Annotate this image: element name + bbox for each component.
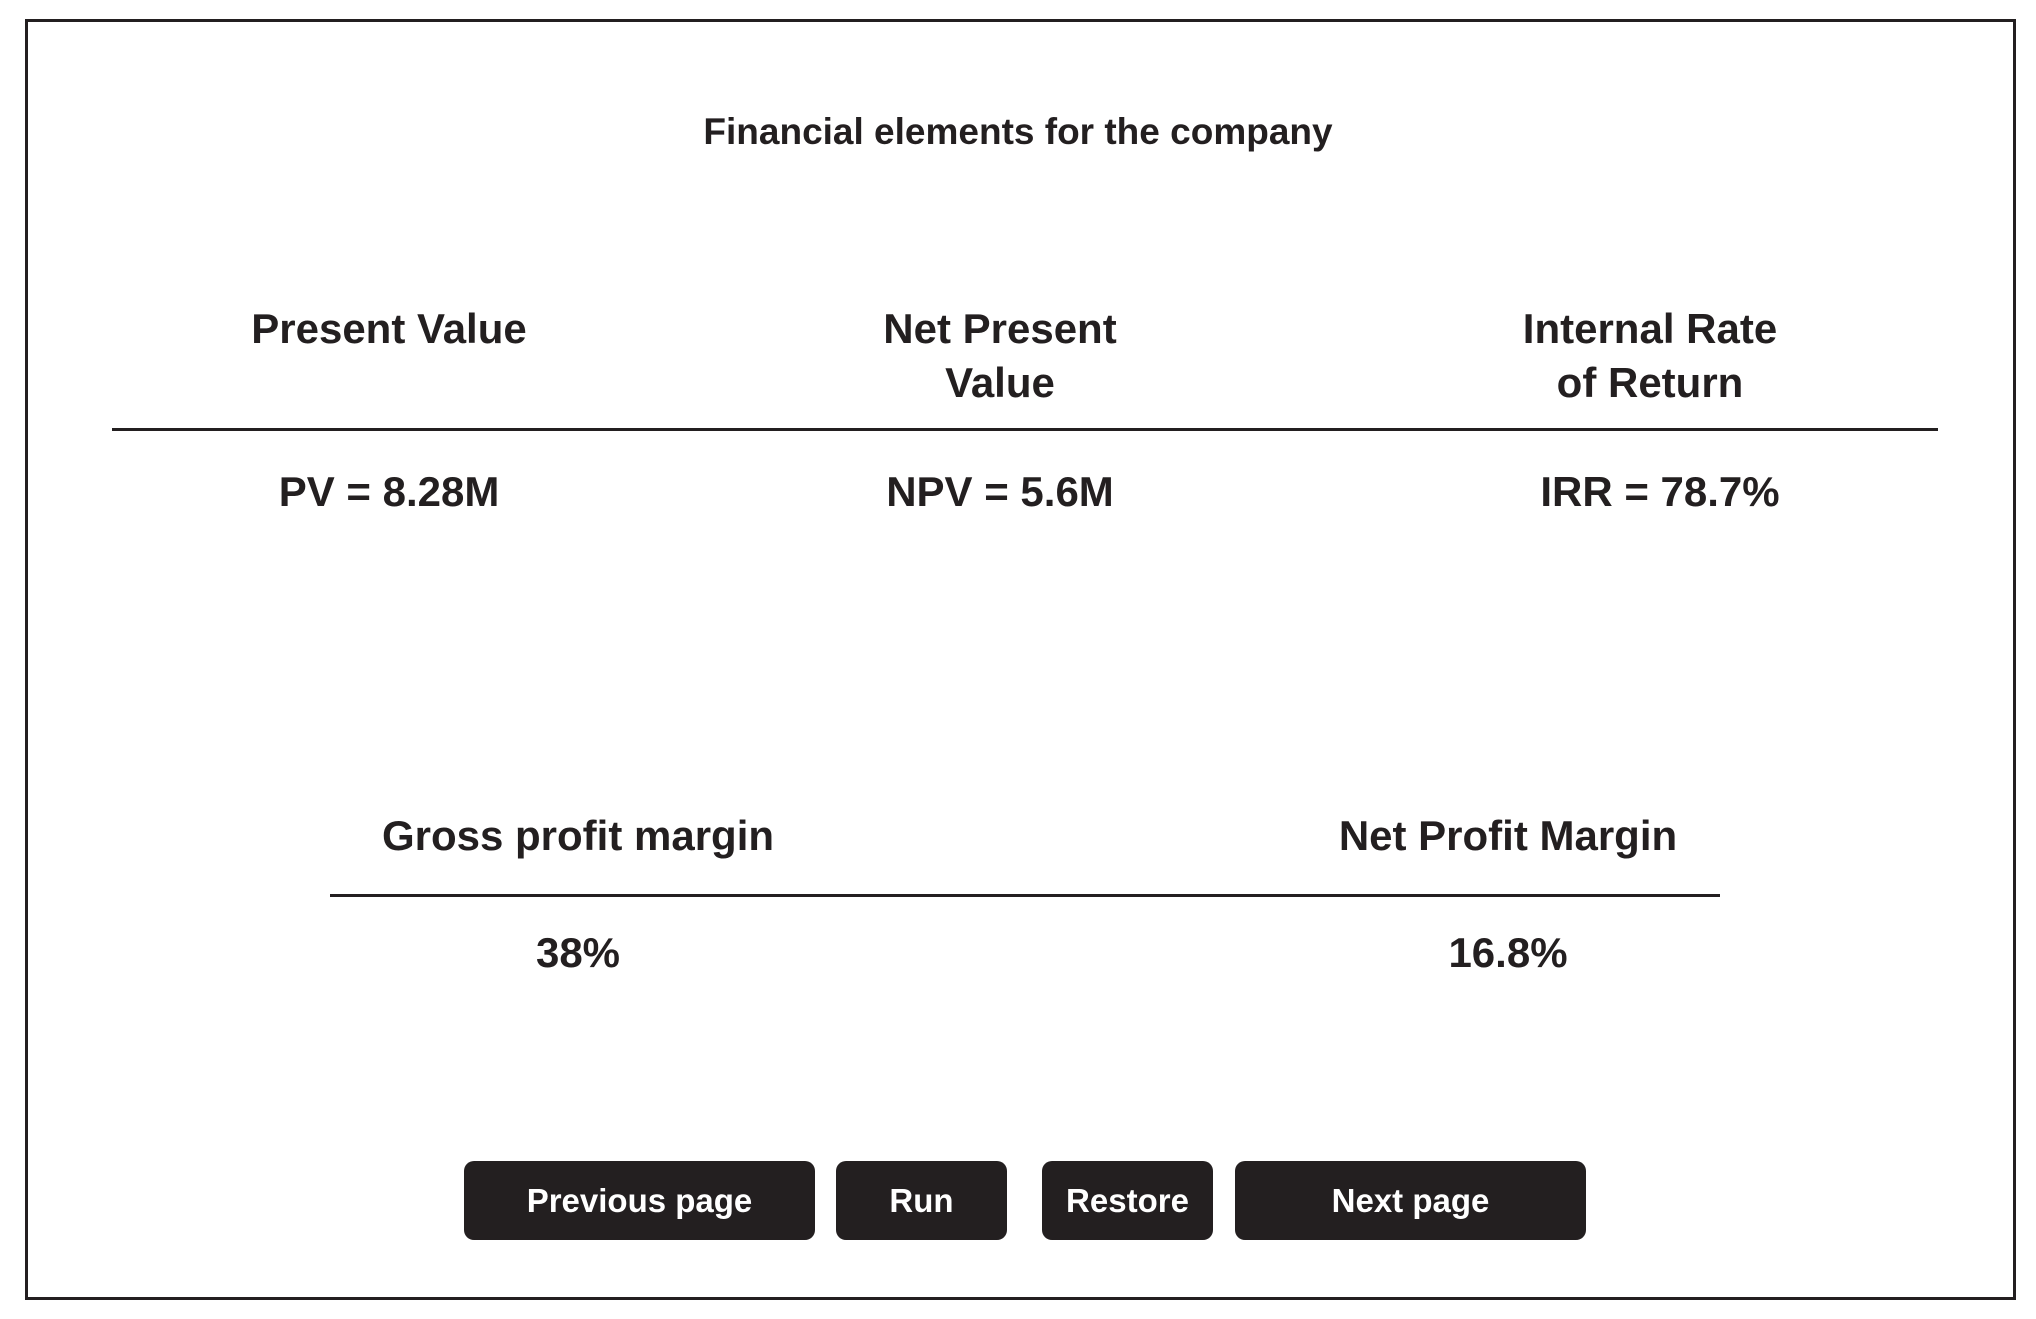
previous-page-button[interactable]: Previous page (464, 1161, 815, 1240)
top-divider (112, 428, 1938, 431)
page-title: Financial elements for the company (703, 111, 1333, 152)
run-button[interactable]: Run (836, 1161, 1007, 1240)
present-value-value: PV = 8.28M (278, 468, 500, 515)
gross-profit-margin-label: Gross profit margin (381, 812, 775, 859)
irr-header: Internal Rate of Return (1460, 302, 1840, 410)
present-value-header: Present Value (199, 302, 579, 356)
irr-label-line1: Internal Rate (1522, 305, 1778, 352)
gross-profit-margin-value: 38% (535, 929, 621, 976)
present-value-label: Present Value (251, 305, 527, 352)
net-present-value-label-line2: Value (945, 359, 1055, 406)
main-frame (25, 19, 2016, 1300)
net-present-value-label-line1: Net Present (883, 305, 1117, 352)
net-profit-margin-value: 16.8% (1448, 929, 1568, 976)
irr-label-line2: of Return (1556, 359, 1744, 406)
net-profit-margin-label: Net Profit Margin (1338, 812, 1678, 859)
net-present-value-value: NPV = 5.6M (886, 468, 1114, 515)
net-present-value-header: Net Present Value (800, 302, 1200, 410)
restore-button[interactable]: Restore (1042, 1161, 1213, 1240)
next-page-button[interactable]: Next page (1235, 1161, 1586, 1240)
irr-value: IRR = 78.7% (1540, 468, 1780, 515)
bottom-divider (330, 894, 1720, 897)
